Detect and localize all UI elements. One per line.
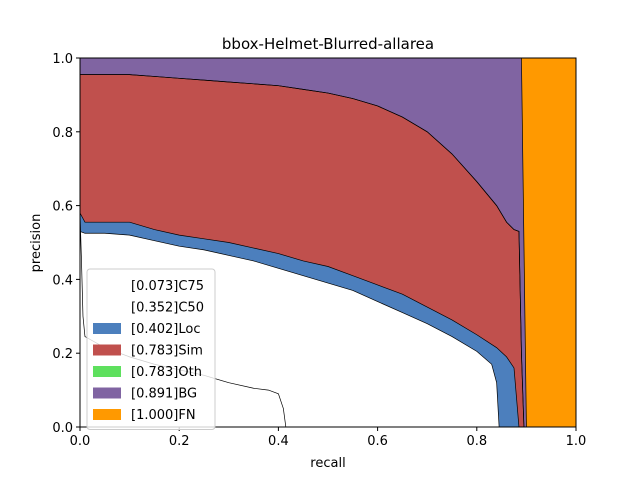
y-tick-label: 0.2 (52, 347, 73, 362)
legend-swatch (93, 409, 121, 420)
legend-swatch (93, 344, 121, 356)
x-axis-ticks: 0.0 0.2 0.4 0.6 0.8 1.0 (70, 427, 587, 449)
plot-frame (79, 57, 577, 428)
y-tick-label: 0.8 (52, 126, 73, 141)
y-tick-label: 1.0 (52, 52, 73, 67)
y-axis-ticks: 0.0 0.2 0.4 0.6 0.8 1.0 (52, 52, 80, 436)
x-axis-label: recall (310, 456, 345, 471)
legend-swatch (93, 323, 121, 334)
x-tick-label: 0.2 (169, 434, 190, 449)
y-axis-label: precision (29, 214, 44, 273)
legend: [0.073]C75 [0.352]C50 [0.402]Loc [0.783]Sim… (86, 268, 216, 430)
legend-label: [1.000]FN (131, 408, 196, 423)
legend-label: [0.073]C75 (131, 279, 204, 294)
x-tick-label: 0.4 (268, 434, 289, 449)
line-0-352-c50 (79, 231, 500, 428)
x-tick-label: 0.6 (367, 434, 388, 449)
legend-label: [0.783]Oth (131, 365, 202, 380)
y-tick-label: 0.6 (52, 200, 73, 215)
y-tick-label: 0.4 (52, 273, 73, 288)
line-0-783-sim (80, 74, 525, 428)
x-tick-label: 0.8 (466, 434, 487, 449)
legend-swatch (93, 366, 121, 377)
legend-swatch (93, 280, 121, 291)
legend-swatch (93, 301, 121, 313)
legend-label: [0.891]BG (131, 387, 197, 402)
y-tick-label: 0.0 (52, 421, 73, 436)
chart-title: bbox-Helmet-Blurred-allarea (222, 35, 434, 53)
x-tick-label: 0.0 (70, 434, 91, 449)
x-tick-label: 1.0 (566, 434, 587, 449)
legend-label: [0.402]Loc (131, 322, 200, 337)
legend-label: [0.783]Sim (131, 344, 203, 359)
line-0-402-loc (79, 212, 520, 428)
legend-swatch (93, 387, 121, 399)
legend-label: [0.352]C50 (131, 301, 204, 316)
